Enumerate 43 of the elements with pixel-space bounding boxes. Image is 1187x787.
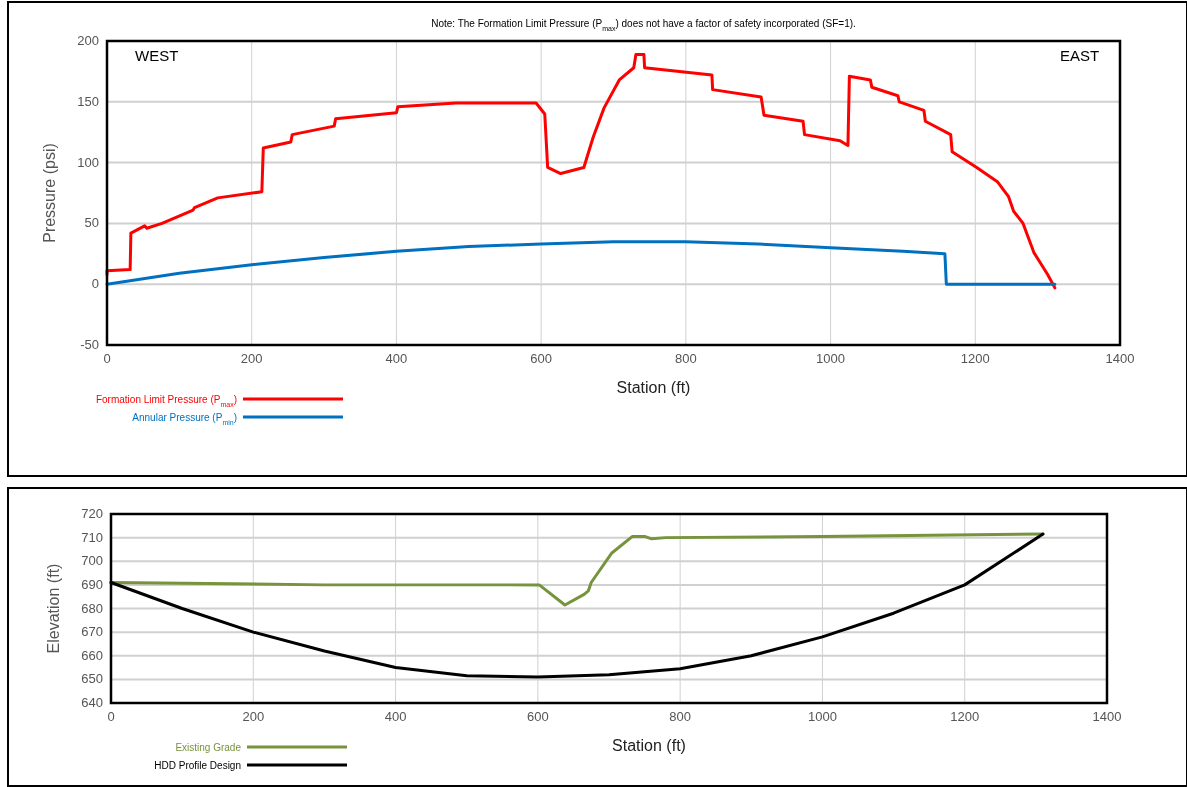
chart-title: Note: The Formation Limit Pressure (P$_{max}$) does not have a factor of safety incorporated (SF=1). (431, 18, 856, 32)
x-tick-label: 1000 (816, 351, 846, 366)
y-tick-label: 710 (81, 529, 103, 545)
y-tick-label: -50 (80, 337, 99, 352)
y-tick-label: 50 (84, 215, 99, 231)
text: Existing Grade (175, 742, 242, 753)
y-tick-label: 200 (77, 33, 99, 48)
x-tick-label: 800 (675, 351, 697, 366)
x-tick-label: 200 (240, 351, 263, 366)
x-axis-title: Station (ft) (616, 379, 691, 396)
y-tick-label: 700 (81, 553, 103, 569)
y-tick-label: 670 (81, 624, 103, 640)
y-tick-label: 640 (81, 695, 103, 710)
y-tick-label: 0 (91, 276, 99, 292)
x-tick-label: 0 (107, 709, 115, 724)
annotation: EAST (1060, 47, 1100, 64)
x-tick-label: 200 (242, 709, 265, 724)
text: Annular Pressure (P$_{min}$) (132, 412, 237, 426)
x-tick-label: 600 (530, 351, 552, 366)
x-tick-label: 1000 (807, 709, 837, 724)
y-tick-label: 100 (77, 154, 99, 170)
x-axis-title: Station (ft) (612, 737, 686, 754)
x-tick-label: 1200 (950, 709, 980, 724)
text: Formation Limit Pressure (P$_{max}$) (95, 394, 237, 408)
x-tick-label: 400 (384, 709, 407, 724)
y-tick-label: 150 (77, 93, 99, 109)
annotation: WEST (135, 47, 179, 64)
y-tick-label: 690 (81, 576, 103, 592)
y-tick-label: 660 (81, 647, 103, 663)
y-tick-label: 650 (81, 671, 103, 687)
line-series (105, 240, 1057, 286)
y-axis-title: Pressure (psi) (41, 143, 58, 243)
y-axis-title: Elevation (ft) (45, 563, 62, 654)
y-tick-label: 680 (81, 600, 103, 616)
x-tick-label: 1400 (1105, 351, 1135, 366)
x-tick-label: 400 (385, 351, 408, 366)
x-tick-label: 600 (527, 709, 549, 724)
text: HDD Profile Design (154, 760, 241, 771)
line-series (105, 52, 1057, 290)
x-tick-label: 1200 (960, 351, 990, 366)
x-tick-label: 800 (669, 709, 691, 724)
y-tick-label: 720 (81, 506, 103, 521)
x-tick-label: 1400 (1092, 709, 1122, 724)
